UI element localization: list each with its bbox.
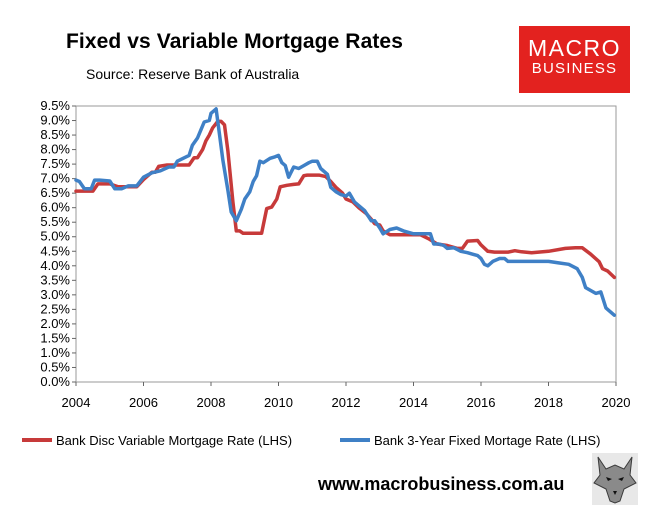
series-line-fixed xyxy=(74,107,617,317)
x-tick-label: 2018 xyxy=(534,395,563,410)
x-tick-label: 2012 xyxy=(332,395,361,410)
x-tick-label: 2010 xyxy=(264,395,293,410)
source-note: Source: Reserve Bank of Australia xyxy=(86,66,300,82)
plot-area xyxy=(75,105,617,383)
x-tick-label: 2004 xyxy=(62,395,91,410)
y-tick-label: 3.5% xyxy=(40,272,70,287)
x-tick-label: 2008 xyxy=(197,395,226,410)
website-url[interactable]: www.macrobusiness.com.au xyxy=(318,474,565,494)
logo-line-1: MACRO xyxy=(527,35,622,61)
legend-label: Bank Disc Variable Mortgage Rate (LHS) xyxy=(56,433,292,448)
y-tick-label: 0.5% xyxy=(40,359,70,374)
wolf-icon xyxy=(592,453,638,505)
y-tick-label: 7.5% xyxy=(40,156,70,171)
y-tick-label: 2.0% xyxy=(40,316,70,331)
y-tick-label: 6.0% xyxy=(40,200,70,215)
page-title: Fixed vs Variable Mortgage Rates xyxy=(66,30,403,53)
y-tick-label: 8.0% xyxy=(40,142,70,157)
x-axis: 2004 2006 2008 2010 2012 2014 2016 2018 2020 xyxy=(62,382,631,410)
y-tick-label: 4.5% xyxy=(40,243,70,258)
y-tick-label: 2.5% xyxy=(40,301,70,316)
series-group xyxy=(74,107,617,317)
y-tick-label: 6.5% xyxy=(40,185,70,200)
x-tick-label: 2020 xyxy=(602,395,631,410)
y-tick-label: 9.5% xyxy=(40,98,70,113)
y-tick-label: 7.0% xyxy=(40,171,70,186)
y-tick-label: 5.0% xyxy=(40,229,70,244)
series-line-variable xyxy=(74,119,617,280)
logo-line-2: BUSINESS xyxy=(531,60,618,77)
y-tick-label: 3.0% xyxy=(40,287,70,302)
legend: Bank Disc Variable Mortgage Rate (LHS) Ba… xyxy=(22,433,600,448)
y-tick-label: 1.0% xyxy=(40,345,70,360)
y-tick-label: 9.0% xyxy=(40,113,70,128)
x-tick-label: 2016 xyxy=(467,395,496,410)
y-tick-label: 8.5% xyxy=(40,127,70,142)
x-tick-label: 2014 xyxy=(399,395,428,410)
y-tick-label: 1.5% xyxy=(40,330,70,345)
y-axis: 0.0%0.5%1.0%1.5%2.0%2.5%3.0%3.5%4.0%4.5%… xyxy=(40,98,76,389)
x-tick-label: 2006 xyxy=(129,395,158,410)
legend-label: Bank 3-Year Fixed Mortage Rate (LHS) xyxy=(374,433,600,448)
y-tick-label: 0.0% xyxy=(40,374,70,389)
y-tick-label: 5.5% xyxy=(40,214,70,229)
macrobusiness-logo[interactable]: MACRO BUSINESS xyxy=(519,26,630,93)
y-tick-label: 4.0% xyxy=(40,258,70,273)
